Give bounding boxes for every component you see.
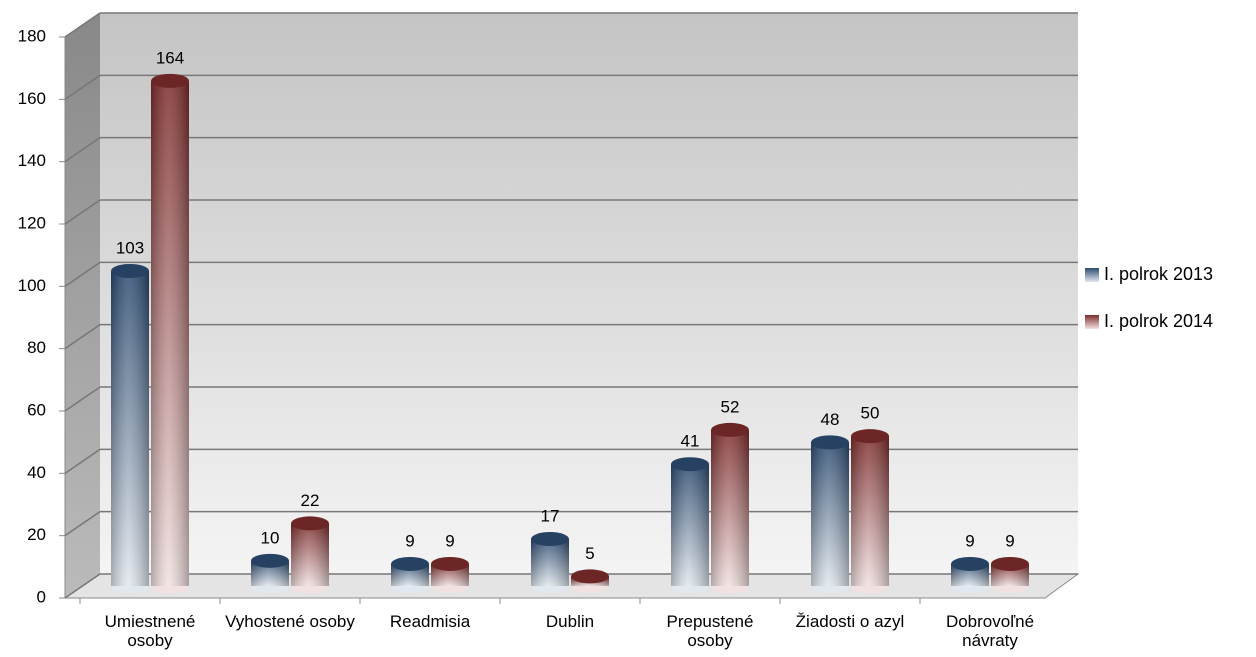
bar-top (251, 553, 289, 568)
bar-top (151, 73, 189, 88)
bar-top (431, 556, 469, 571)
bar-top (991, 556, 1029, 571)
bar-shade (151, 80, 189, 586)
back-wall (100, 13, 1078, 574)
grid-line-side (64, 324, 101, 350)
y-tick-label: 80 (27, 338, 46, 357)
bar-shade (851, 436, 889, 586)
data-label: 41 (681, 432, 700, 451)
y-tick-label: 100 (18, 276, 46, 295)
y-tick-label: 160 (18, 89, 46, 108)
data-label: 103 (116, 238, 144, 257)
data-label: 52 (721, 397, 740, 416)
y-tick-label: 20 (27, 525, 46, 544)
data-label: 10 (261, 528, 280, 547)
side-wall (65, 13, 100, 598)
x-tick-label: Žiadosti o azyl (795, 612, 905, 631)
data-label: 5 (585, 544, 594, 563)
bar-top (711, 422, 749, 437)
data-label: 9 (1005, 531, 1014, 550)
grid-line-side (64, 12, 101, 38)
bar-top (531, 532, 569, 547)
grid-line-side (64, 573, 101, 599)
data-label: 9 (405, 531, 414, 550)
bar-top (571, 569, 609, 584)
bar-shade (291, 523, 329, 586)
legend-label: I. polrok 2013 (1104, 264, 1213, 284)
bar-top (811, 435, 849, 450)
data-label: 22 (301, 491, 320, 510)
bar-top (291, 516, 329, 531)
data-label: 164 (156, 48, 184, 67)
bar-top (951, 556, 989, 571)
x-tick-label: Dublin (545, 612, 595, 631)
legend-swatch (1085, 268, 1099, 282)
x-tick-label: Umiestnené osoby (104, 612, 196, 650)
bar-shade (531, 539, 569, 586)
bar-shade (711, 429, 749, 586)
grid-line-side (64, 386, 101, 412)
y-tick-label: 180 (18, 26, 46, 45)
y-tick-label: 40 (27, 463, 46, 482)
bar-shade (111, 270, 149, 586)
x-tick-label: Dobrovoľné návraty (945, 612, 1035, 650)
x-tick-label: Vyhostené osoby (225, 612, 355, 631)
grid-line-side (64, 511, 101, 537)
grid-line-side (64, 261, 101, 287)
legend-label: I. polrok 2014 (1104, 311, 1213, 331)
bar-top (671, 457, 709, 472)
data-label: 17 (541, 507, 560, 526)
y-tick-label: 120 (18, 213, 46, 232)
bar-top (851, 429, 889, 444)
y-tick-label: 140 (18, 151, 46, 170)
y-tick-label: 0 (37, 587, 46, 606)
y-tick-label: 60 (27, 400, 46, 419)
grid-line-side (64, 137, 101, 163)
grid-line-side (64, 199, 101, 225)
x-tick-label: Readmisia (389, 612, 471, 631)
bar-top (111, 263, 149, 278)
x-tick-label: Prepustené osoby (666, 612, 754, 650)
grid-line-side (64, 74, 101, 100)
bar-top (391, 556, 429, 571)
legend-swatch (1085, 315, 1099, 329)
grid-line-side (64, 448, 101, 474)
data-label: 48 (821, 410, 840, 429)
bar-shade (811, 442, 849, 586)
bar-shade (671, 464, 709, 586)
data-label: 50 (861, 404, 880, 423)
data-label: 9 (965, 531, 974, 550)
data-label: 9 (445, 531, 454, 550)
